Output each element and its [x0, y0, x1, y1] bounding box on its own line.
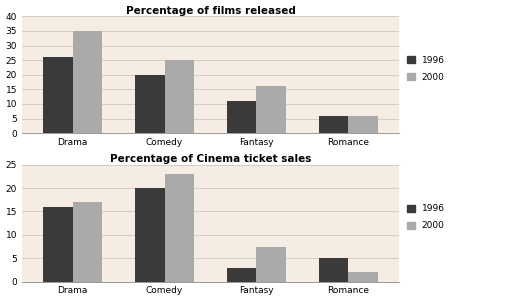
- Title: Percentage of films released: Percentage of films released: [125, 5, 295, 16]
- Bar: [73, 202, 102, 281]
- Legend: 1996, 2000: 1996, 2000: [408, 56, 445, 82]
- Bar: [43, 57, 73, 133]
- Bar: [164, 60, 194, 133]
- Bar: [227, 268, 257, 281]
- Bar: [135, 75, 164, 133]
- Bar: [73, 31, 102, 133]
- Bar: [349, 116, 378, 133]
- Title: Percentage of Cinema ticket sales: Percentage of Cinema ticket sales: [110, 154, 311, 164]
- Bar: [135, 188, 164, 281]
- Bar: [319, 258, 349, 281]
- Legend: 1996, 2000: 1996, 2000: [408, 204, 445, 230]
- Bar: [227, 101, 257, 133]
- Bar: [43, 207, 73, 281]
- Bar: [319, 116, 349, 133]
- Bar: [349, 272, 378, 281]
- Bar: [257, 86, 286, 133]
- Bar: [164, 174, 194, 281]
- Bar: [257, 247, 286, 281]
